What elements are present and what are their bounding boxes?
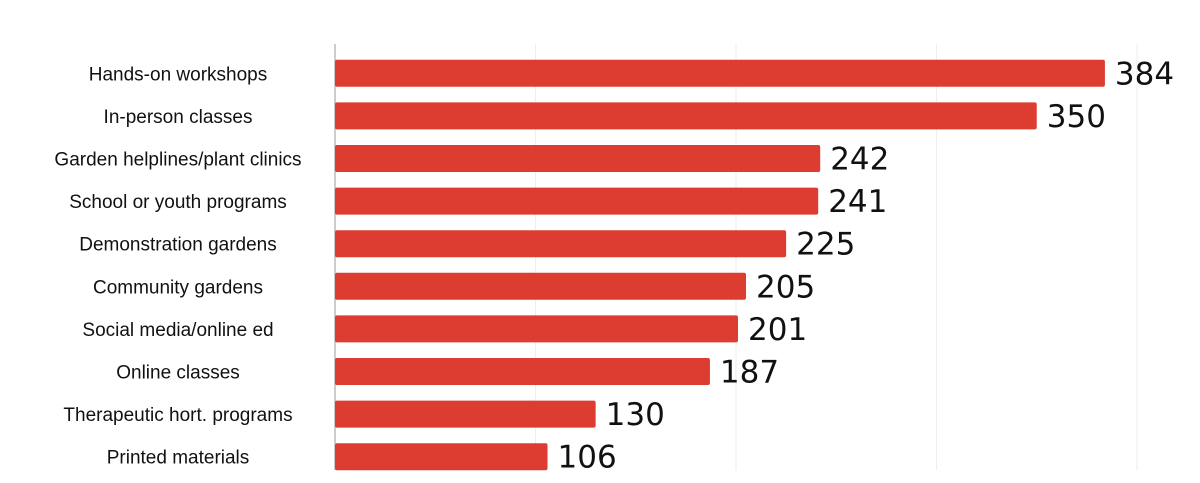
value-label: 384 bbox=[1115, 56, 1174, 92]
category-labels: Hands-on workshops In-person classes Garde… bbox=[54, 64, 301, 468]
value-label: 241 bbox=[828, 184, 887, 220]
category-label: School or youth programs bbox=[69, 192, 287, 213]
bar bbox=[335, 358, 710, 385]
value-label: 205 bbox=[756, 269, 815, 305]
bar bbox=[335, 102, 1037, 130]
value-label: 187 bbox=[720, 355, 779, 391]
bar bbox=[335, 59, 1105, 87]
bar bbox=[335, 315, 739, 343]
bars-group bbox=[335, 59, 1105, 471]
category-label: Hands-on workshops bbox=[89, 64, 267, 85]
value-label: 242 bbox=[830, 142, 889, 178]
bar bbox=[335, 145, 821, 172]
value-label: 130 bbox=[606, 397, 665, 433]
category-label: Online classes bbox=[116, 363, 240, 384]
bar bbox=[335, 400, 596, 428]
category-label: Printed materials bbox=[107, 448, 250, 469]
bar bbox=[335, 443, 548, 471]
value-label: 106 bbox=[558, 440, 617, 476]
category-label: Community gardens bbox=[93, 277, 263, 298]
value-label: 201 bbox=[748, 312, 807, 348]
value-label: 225 bbox=[796, 227, 855, 263]
category-label: Social media/online ed bbox=[82, 320, 273, 341]
category-label: In-person classes bbox=[104, 107, 253, 128]
bar bbox=[335, 187, 819, 215]
category-label: Demonstration gardens bbox=[79, 235, 277, 256]
value-label: 350 bbox=[1047, 99, 1106, 135]
category-label: Garden helplines/plant clinics bbox=[54, 150, 301, 171]
bar bbox=[335, 272, 747, 300]
bar bbox=[335, 230, 787, 258]
category-label: Therapeutic hort. programs bbox=[63, 405, 292, 426]
